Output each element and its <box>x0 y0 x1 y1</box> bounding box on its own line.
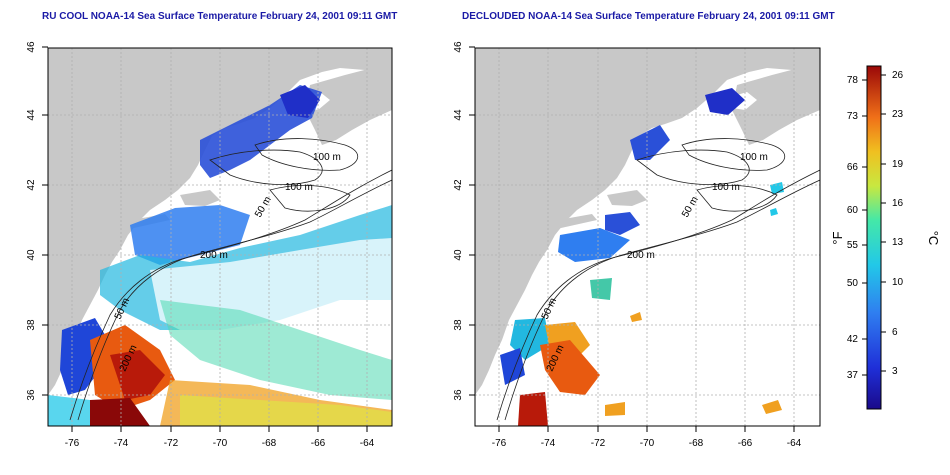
bathymetry-contours <box>69 138 392 421</box>
y-tick-label: 40 <box>26 249 37 261</box>
contour-label-100m-a: 100 m <box>313 152 341 163</box>
x-tick-label: -68 <box>689 438 704 449</box>
contour-label-100m-a: 100 m <box>740 152 768 163</box>
celsius-tick: 3 <box>892 366 898 377</box>
x-tick-label: -66 <box>738 438 753 449</box>
right-map: 100 m 100 m 50 m 200 m 50 m 200 m -76 -7… <box>453 41 821 449</box>
bathymetry-contours <box>496 138 820 421</box>
y-tick-label: 46 <box>26 41 37 53</box>
fahrenheit-tick: 73 <box>847 111 859 122</box>
land-long-island <box>547 214 597 230</box>
x-tick-label: -66 <box>311 438 326 449</box>
fahrenheit-axis-label: °F <box>830 231 845 244</box>
graticule <box>475 48 820 426</box>
celsius-axis-label: °C <box>926 231 941 246</box>
celsius-tick: 26 <box>892 70 904 81</box>
right-panel-title: DECLOUDED NOAA-14 Sea Surface Temperatur… <box>462 11 835 22</box>
y-tick-label: 46 <box>453 41 464 53</box>
fahrenheit-tick: 50 <box>847 278 859 289</box>
land-mass <box>475 48 820 395</box>
x-tick-label: -68 <box>262 438 277 449</box>
contour-label-100m-b: 100 m <box>285 182 313 193</box>
x-tick-label: -72 <box>591 438 606 449</box>
land-nova-scotia <box>305 68 392 145</box>
y-tick-label: 40 <box>453 249 464 261</box>
celsius-tick: 19 <box>892 159 904 170</box>
x-tick-label: -74 <box>541 438 556 449</box>
x-tick-label: -76 <box>65 438 80 449</box>
fahrenheit-tick: 37 <box>847 370 859 381</box>
land-mass <box>48 48 392 395</box>
y-tick-label: 38 <box>453 319 464 331</box>
x-tick-label: -76 <box>492 438 507 449</box>
y-tick-label: 44 <box>453 109 464 121</box>
fahrenheit-tick: 60 <box>847 205 859 216</box>
x-tick-label: -72 <box>164 438 179 449</box>
fahrenheit-tick: 42 <box>847 334 859 345</box>
y-tick-label: 36 <box>453 389 464 401</box>
y-tick-label: 42 <box>453 179 464 191</box>
y-tick-label: 42 <box>26 179 37 191</box>
celsius-tick: 6 <box>892 327 898 338</box>
fahrenheit-tick: 66 <box>847 162 859 173</box>
celsius-tick: 23 <box>892 109 904 120</box>
temperature-colorbar: 78 73 66 60 55 50 42 37 26 23 19 16 13 1… <box>830 65 941 410</box>
celsius-tick: 13 <box>892 237 904 248</box>
x-tick-label: -70 <box>640 438 655 449</box>
y-tick-label: 44 <box>26 109 37 121</box>
contour-label-100m-b: 100 m <box>712 182 740 193</box>
y-tick-label: 36 <box>26 389 37 401</box>
x-tick-label: -64 <box>360 438 375 449</box>
left-panel-title: RU COOL NOAA-14 Sea Surface Temperature … <box>42 11 398 22</box>
land-cape-cod <box>607 190 647 206</box>
land-nova-scotia <box>732 68 820 145</box>
x-tick-label: -64 <box>787 438 802 449</box>
x-tick-label: -70 <box>213 438 228 449</box>
fahrenheit-tick: 78 <box>847 75 859 86</box>
contour-label-200m-a: 200 m <box>200 250 228 261</box>
celsius-tick: 16 <box>892 198 904 209</box>
celsius-tick: 10 <box>892 277 904 288</box>
land-cape-cod <box>180 190 220 206</box>
left-map: 100 m 100 m 50 m 200 m 50 m 200 m -76 -7… <box>26 41 393 449</box>
x-tick-label: -74 <box>114 438 129 449</box>
colorbar-gradient <box>866 65 882 410</box>
fahrenheit-tick: 55 <box>847 240 859 251</box>
y-tick-label: 38 <box>26 319 37 331</box>
contour-label-200m-a: 200 m <box>627 250 655 261</box>
